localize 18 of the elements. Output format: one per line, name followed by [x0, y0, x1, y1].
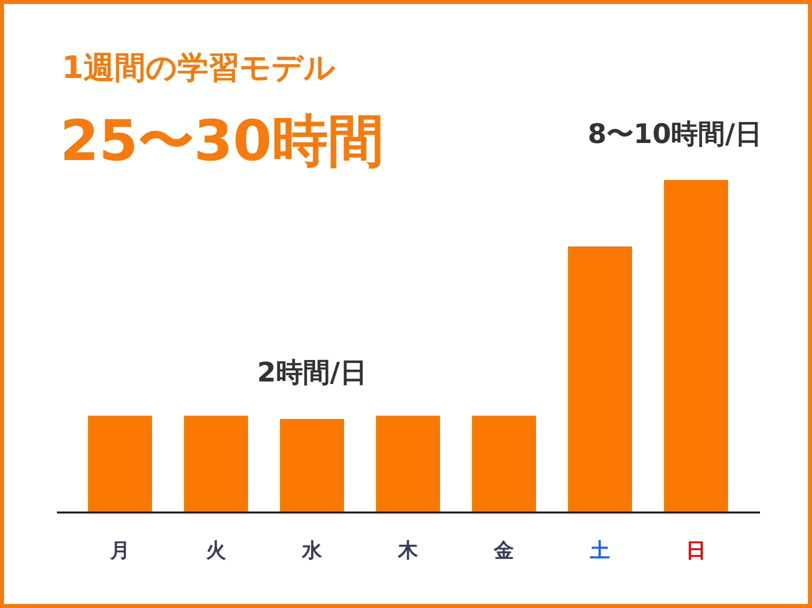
x-tick-label: 木: [397, 538, 419, 562]
x-tick-label: 月: [109, 538, 130, 562]
bar: [184, 416, 248, 512]
chart-subtitle: 25〜30時間: [60, 109, 384, 174]
x-tick-label: 日: [686, 538, 706, 562]
x-tick-label: 土: [589, 538, 610, 562]
chart-title: 1週間の学習モデル: [62, 50, 336, 86]
bar: [280, 419, 344, 512]
x-tick-label: 火: [206, 538, 227, 562]
bar: [88, 416, 152, 512]
x-tick-label: 金: [493, 538, 514, 562]
annotation: 2時間/日: [257, 358, 367, 389]
bar: [376, 416, 440, 512]
bar: [568, 246, 632, 512]
bar: [664, 180, 728, 512]
x-tick-label: 水: [301, 538, 323, 562]
bar: [472, 416, 536, 512]
text: 8〜10時間/日: [588, 119, 762, 150]
